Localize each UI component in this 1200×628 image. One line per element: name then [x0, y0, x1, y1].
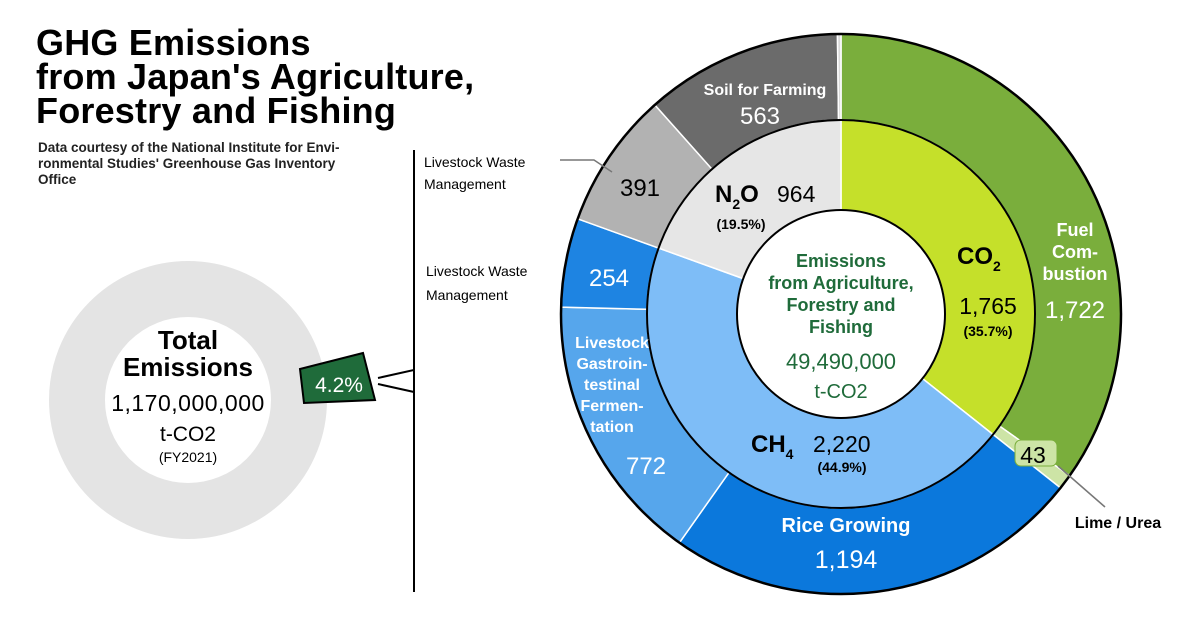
total-title-line: Total [158, 325, 218, 355]
center-unit: t-CO2 [814, 381, 867, 403]
center-value: 49,490,000 [786, 349, 896, 374]
center-hole [736, 209, 946, 419]
total-ring [49, 261, 327, 539]
gas-formula: CH [751, 431, 786, 458]
segment-label-fuel: Fuel [1056, 220, 1093, 240]
segment-other [836, 33, 842, 121]
segment-label-enteric: Fermen- [580, 398, 643, 415]
segment-value-rice: 1,194 [815, 546, 878, 574]
mid-border [646, 119, 1036, 509]
segment-value-fuel: 1,722 [1045, 297, 1105, 324]
outer-border [559, 32, 1123, 596]
gas-value-ch4: 2,220 [813, 431, 871, 457]
center-title-line: Forestry and [786, 295, 895, 315]
gas-subscript: 2 [732, 196, 740, 212]
breakdown-donut [559, 32, 1123, 596]
center-title-line: Fishing [809, 317, 873, 337]
segment-label-n2o-manure: Management [424, 176, 506, 192]
segment-label-rice: Rice Growing [782, 515, 911, 537]
total-title-line: Emissions [123, 352, 253, 382]
segment-label-enteric: Livestock [575, 335, 649, 352]
segment-label-soil: Soil for Farming [704, 82, 827, 99]
gas-pct-co2: (35.7%) [963, 323, 1012, 339]
title-line: Forestry and Fishing [36, 90, 397, 131]
segment-label-fuel: bustion [1043, 264, 1108, 284]
segment-label-enteric: tation [590, 419, 634, 436]
gas-subscript: 2 [993, 258, 1001, 274]
credit-line: ronmental Studies' Greenhouse Gas Invent… [38, 156, 336, 171]
segment-value-ch4-manure: 254 [589, 265, 629, 292]
gas-subscript: 4 [786, 446, 794, 462]
gas-label-ch4: CH4 [751, 431, 794, 462]
segment-label-ch4-manure: Livestock Waste [426, 263, 528, 279]
gas-value-n2o: 964 [777, 181, 816, 207]
segment-label-lime: Lime / Urea [1075, 515, 1161, 532]
value-chip-lime [1014, 439, 1058, 467]
gas-value-co2: 1,765 [959, 293, 1017, 319]
leader-line-lime [1057, 465, 1106, 508]
segment-value-soil: 563 [740, 103, 780, 130]
share-bracket [377, 150, 415, 592]
gas-formula: CO [957, 243, 993, 270]
credit-line: Data courtesy of the National Institute … [38, 140, 340, 155]
total-value: 1,170,000,000 [111, 390, 265, 416]
segment-value-lime: 43 [1020, 442, 1046, 468]
segment-value-enteric: 772 [626, 453, 666, 480]
center-title-line: Emissions [796, 251, 886, 271]
share-tab [298, 351, 377, 405]
gas-label-n2o: N2O [715, 181, 759, 212]
segment-label-ch4-manure: Management [426, 287, 508, 303]
segment-value-n2o-manure: 391 [620, 175, 660, 202]
title-line: GHG Emissions [36, 22, 311, 63]
chart-title: GHG Emissions from Japan's Agriculture, … [36, 22, 475, 131]
segment-label-fuel: Com- [1052, 242, 1098, 262]
data-source-credit: Data courtesy of the National Institute … [38, 140, 408, 188]
gas-pct-n2o: (19.5%) [716, 216, 765, 232]
bracket-line [377, 150, 415, 592]
segment-label-enteric: Gastroin- [576, 356, 647, 373]
total-unit: t-CO2 [160, 423, 216, 446]
gas-formula: N [715, 181, 732, 208]
leader-line-n2o-manure [560, 159, 613, 173]
center-title-line: from Agriculture, [768, 273, 913, 293]
title-line: from Japan's Agriculture, [36, 56, 475, 97]
gas-formula: O [740, 181, 759, 208]
segment-label-enteric: testinal [584, 377, 640, 394]
gas-pct-ch4: (44.9%) [817, 459, 866, 475]
total-period: (FY2021) [159, 449, 217, 465]
credit-line: Office [38, 172, 77, 187]
gas-label-co2: CO2 [957, 243, 1001, 274]
segment-label-n2o-manure: Livestock Waste [424, 154, 526, 170]
share-value: 4.2% [315, 374, 363, 397]
